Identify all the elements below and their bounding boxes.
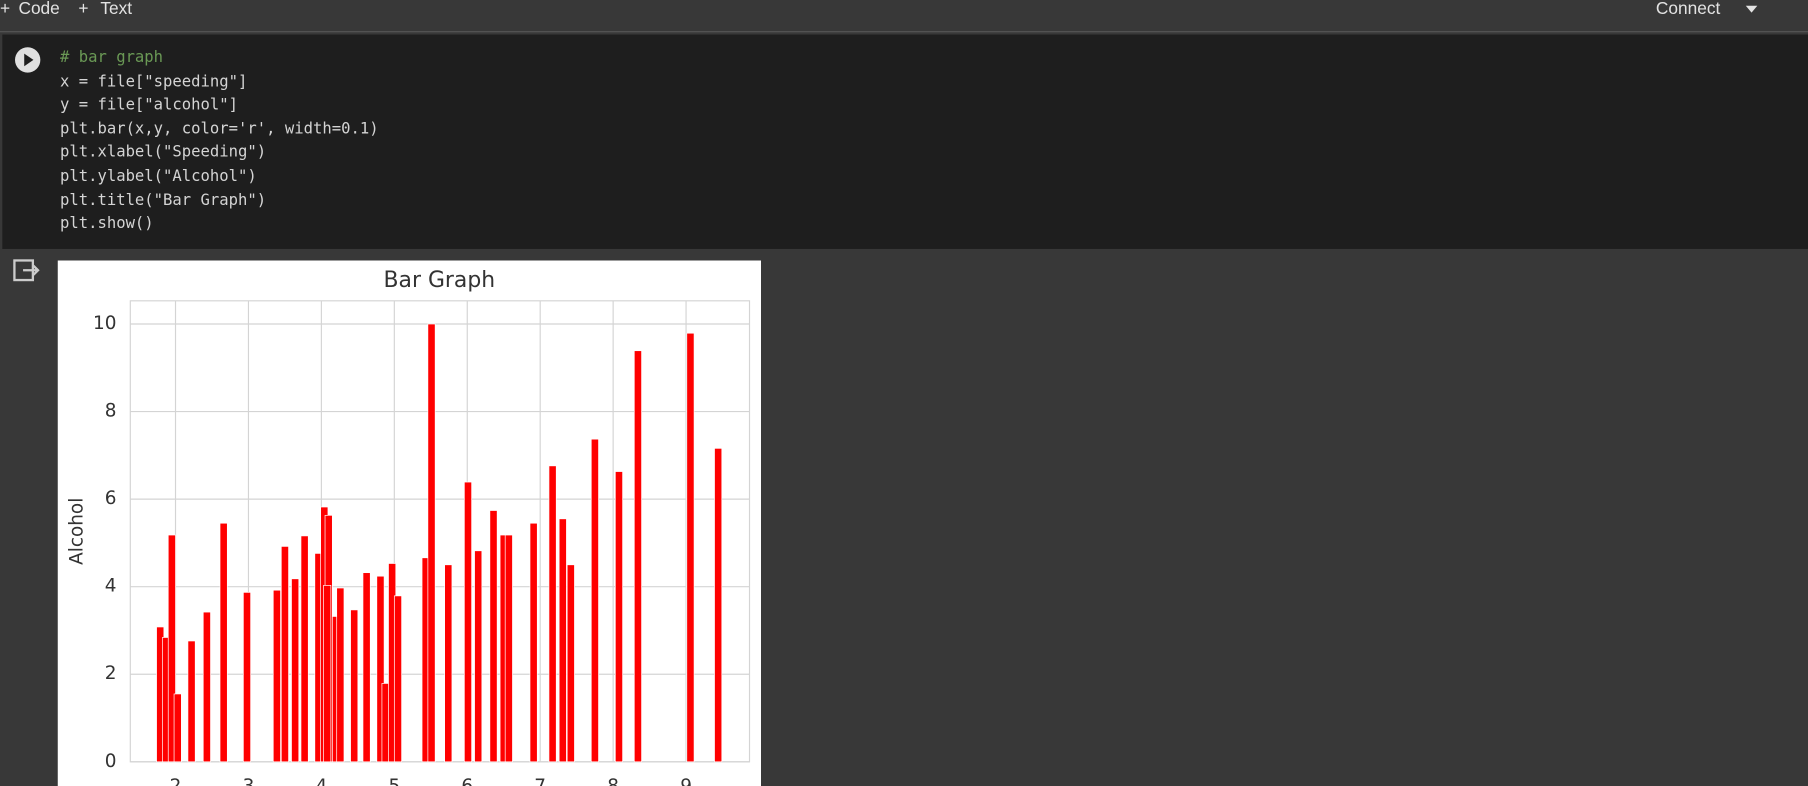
bar: [291, 578, 300, 763]
connect-dropdown[interactable]: [1743, 3, 1759, 15]
x-tick-label: 5: [388, 776, 400, 786]
bar: [558, 518, 567, 763]
bar: [489, 510, 498, 763]
bar: [427, 323, 436, 763]
code: # bar graph x = file["speeding"] y = file[…: [60, 46, 379, 236]
bar: [167, 534, 176, 763]
code-line: # bar graph: [59, 48, 164, 67]
code-line: plt.show(): [59, 214, 154, 233]
x-tick-label: 7: [534, 776, 546, 786]
y-tick-label: 6: [105, 488, 117, 509]
connect-button[interactable]: Connect: [1655, 0, 1721, 19]
bar: [362, 572, 371, 763]
add-code-icon[interactable]: +: [0, 0, 11, 19]
bar: [272, 589, 281, 763]
bar: [381, 683, 390, 763]
x-tick-label: 3: [243, 776, 255, 786]
y-tick-label: 4: [105, 576, 117, 597]
run-button[interactable]: [14, 46, 42, 74]
bar: [463, 481, 472, 763]
plot-frame: [129, 300, 751, 763]
bar: [350, 609, 359, 763]
bar: [548, 465, 557, 763]
bar: [219, 522, 228, 763]
add-code-button[interactable]: Code: [18, 0, 60, 19]
bar: [566, 564, 575, 763]
bar: [614, 471, 623, 763]
bar: [323, 585, 332, 763]
bar: [504, 534, 513, 763]
bar: [280, 546, 289, 763]
code-line: plt.title("Bar Graph"): [59, 190, 267, 210]
add-text-icon[interactable]: +: [78, 0, 89, 19]
code-line: x = file["speeding"]: [59, 72, 248, 91]
output-icon[interactable]: [13, 258, 41, 283]
bar: [376, 575, 385, 763]
x-tick-label: 4: [316, 776, 328, 786]
y-tick-label: 0: [105, 751, 117, 772]
y-tick-label: 8: [105, 401, 117, 422]
bar: [633, 350, 642, 763]
y-tick-label: 2: [105, 663, 117, 684]
bar: [686, 332, 695, 763]
x-tick-label: 2: [170, 776, 182, 786]
x-tick-label: 6: [461, 776, 473, 786]
code-line: plt.bar(x,y, color='r', width=0.1): [59, 119, 379, 139]
bar: [187, 640, 196, 763]
bar: [173, 693, 182, 763]
bar: [393, 595, 402, 763]
chart: Bar Graph Alcohol 0 2 4 6 8 10 2 3 4 5 6 7 8 9: [57, 260, 762, 786]
bar: [714, 447, 723, 763]
bar: [243, 592, 251, 763]
chart-title: Bar Graph: [384, 268, 496, 293]
toolbar: + Code + Text Connect: [0, 0, 1808, 33]
x-tick-label: 9: [680, 776, 692, 786]
bar: [202, 611, 211, 763]
code-line: plt.ylabel("Alcohol"): [59, 167, 257, 186]
bar: [300, 535, 309, 763]
bar: [444, 564, 453, 763]
bar: [474, 550, 483, 763]
add-text-button[interactable]: Text: [100, 0, 133, 19]
code-cell: # bar graph x = file["speeding"] y = file[…: [2, 34, 1808, 249]
code-line: y = file["alcohol"]: [59, 95, 239, 115]
x-tick-label: 8: [607, 776, 619, 786]
y-tick-label: 10: [93, 313, 116, 334]
y-axis-label: Alcohol: [66, 498, 87, 565]
bar: [590, 438, 599, 763]
code-line: plt.xlabel("Speeding"): [59, 143, 267, 162]
bar: [529, 522, 538, 763]
bar: [336, 587, 345, 763]
